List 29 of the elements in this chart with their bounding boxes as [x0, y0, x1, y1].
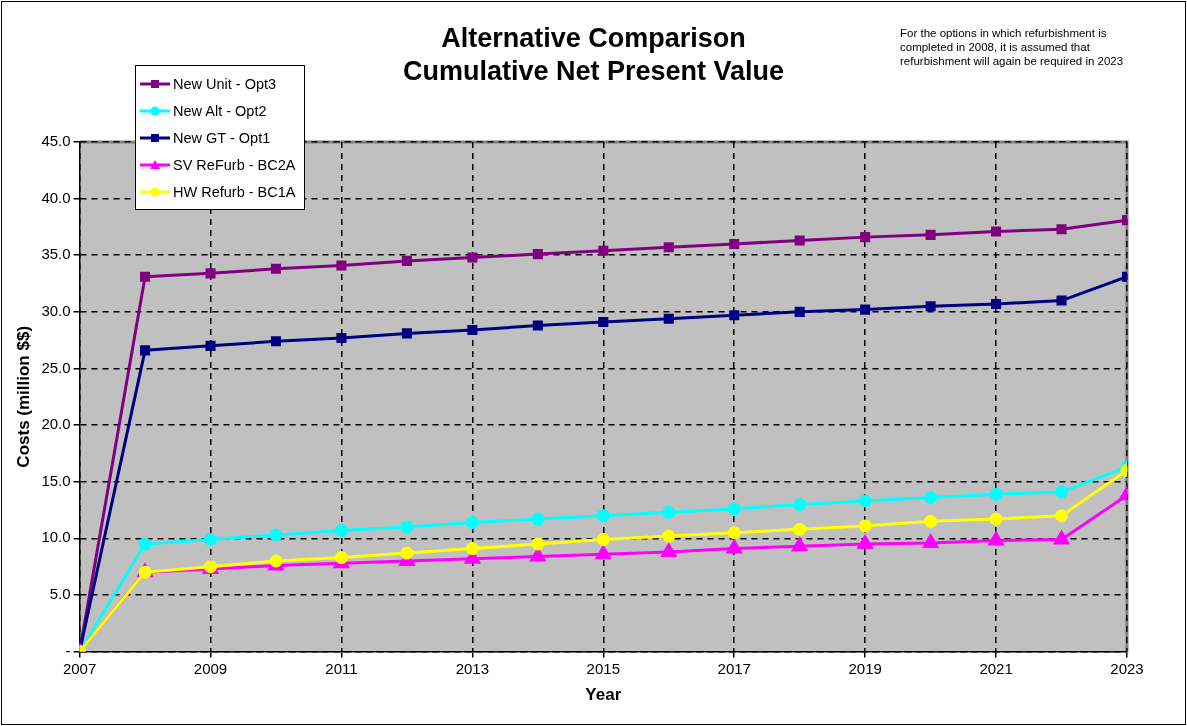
legend-label: New Unit - Opt3: [173, 75, 277, 92]
legend-label: SV ReFurb - BC2A: [173, 156, 296, 173]
y-tick-label: 5.0: [49, 585, 71, 603]
x-tick-label: 2007: [62, 659, 97, 677]
y-tick-label: -: [65, 641, 71, 659]
y-tick-label: 10.0: [41, 528, 71, 546]
y-tick-label: 35.0: [41, 245, 71, 263]
chart-title: Alternative Comparison: [441, 23, 746, 53]
chart-subtitle: Cumulative Net Present Value: [402, 56, 785, 86]
y-axis-title: Costs (million $$): [13, 325, 33, 468]
x-tick-label: 2021: [979, 659, 1013, 677]
y-tick-label: 25.0: [41, 358, 71, 376]
text: For the options in which refurbishment is completed in 2008, it is assumed that refurbishment will again be required in 2023: [900, 26, 1125, 68]
x-tick-label: 2023: [1110, 659, 1144, 677]
x-tick-label: 2013: [455, 659, 490, 677]
y-tick-label: 30.0: [41, 302, 71, 320]
x-tick-label: 2009: [193, 659, 228, 677]
y-tick-label: 40.0: [41, 188, 71, 206]
y-tick-label: 45.0: [41, 132, 71, 150]
legend-label: HW Refurb - BC1A: [173, 183, 296, 200]
x-tick-label: 2019: [848, 659, 882, 677]
x-tick-label: 2011: [325, 659, 358, 677]
y-tick-label: 15.0: [41, 471, 71, 489]
legend-label: New GT - Opt1: [173, 129, 271, 146]
legend-label: New Alt - Opt2: [173, 102, 267, 119]
x-axis-title: Year: [585, 685, 622, 705]
y-tick-label: 20.0: [41, 415, 71, 433]
x-tick-label: 2017: [717, 659, 751, 677]
x-tick-label: 2015: [586, 659, 620, 677]
